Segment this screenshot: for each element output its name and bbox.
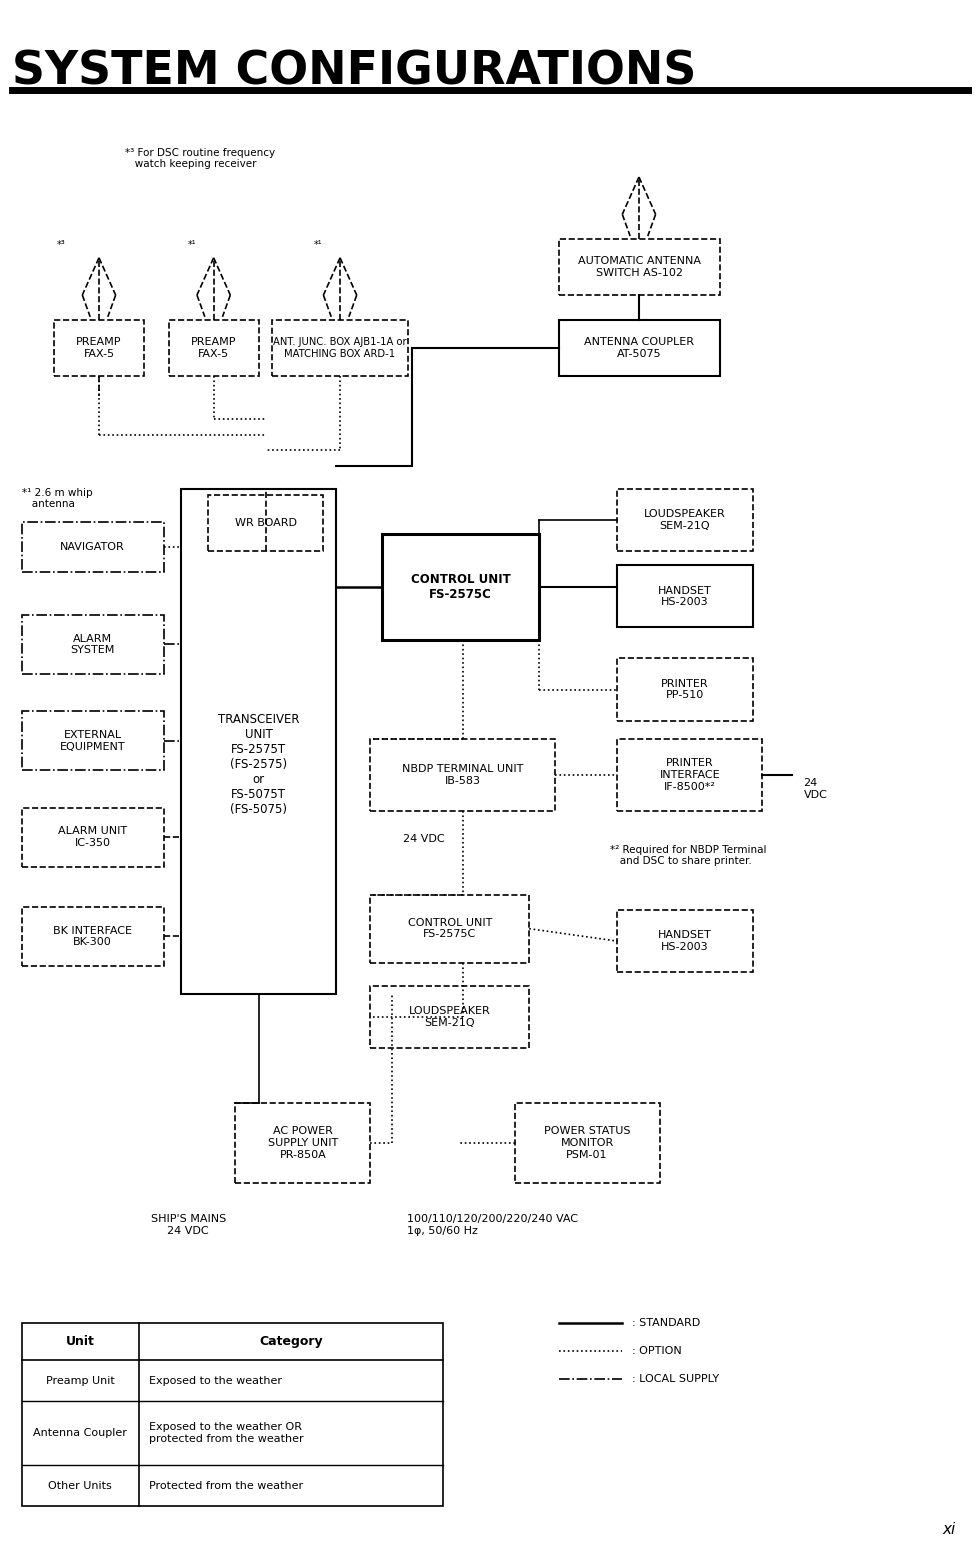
Bar (559, 239, 720, 295)
Bar (617, 658, 753, 721)
Text: WR BOARD: WR BOARD (234, 519, 297, 528)
Text: Exposed to the weather OR
protected from the weather: Exposed to the weather OR protected from… (149, 1423, 304, 1444)
Text: TRANSCEIVER
UNIT
FS-2575T
(FS-2575)
or
FS-5075T
(FS-5075): TRANSCEIVER UNIT FS-2575T (FS-2575) or F… (218, 713, 300, 815)
Bar (617, 910, 753, 972)
Bar (22, 808, 164, 867)
Text: *³: *³ (57, 241, 66, 250)
Text: Preamp Unit: Preamp Unit (46, 1376, 115, 1385)
Bar (617, 565, 753, 627)
Text: EXTERNAL
EQUIPMENT: EXTERNAL EQUIPMENT (60, 730, 125, 752)
Bar (370, 895, 529, 963)
Bar (22, 615, 164, 674)
Text: *² Required for NBDP Terminal
   and DSC to share printer.: *² Required for NBDP Terminal and DSC to… (610, 845, 766, 867)
Text: BK INTERFACE
BK-300: BK INTERFACE BK-300 (53, 926, 132, 947)
Text: Other Units: Other Units (48, 1480, 113, 1491)
Bar (169, 320, 259, 376)
Bar (514, 1103, 660, 1183)
Text: Exposed to the weather: Exposed to the weather (149, 1376, 282, 1385)
Text: CONTROL UNIT
FS-2575C: CONTROL UNIT FS-2575C (411, 573, 511, 601)
Text: PRINTER
PP-510: PRINTER PP-510 (662, 679, 709, 700)
Bar (272, 320, 408, 376)
Bar (382, 534, 539, 640)
Text: ALARM
SYSTEM: ALARM SYSTEM (71, 634, 115, 655)
Text: : OPTION: : OPTION (632, 1346, 682, 1356)
Bar (235, 1103, 370, 1183)
Text: AC POWER
SUPPLY UNIT
PR-850A: AC POWER SUPPLY UNIT PR-850A (268, 1126, 338, 1160)
Text: ANT. JUNC. BOX AJB1-1A or
MATCHING BOX ARD-1: ANT. JUNC. BOX AJB1-1A or MATCHING BOX A… (273, 337, 407, 359)
Bar (559, 320, 720, 376)
Text: *¹: *¹ (188, 241, 197, 250)
Text: Category: Category (260, 1336, 322, 1348)
Text: Antenna Coupler: Antenna Coupler (33, 1429, 127, 1438)
Text: AUTOMATIC ANTENNA
SWITCH AS-102: AUTOMATIC ANTENNA SWITCH AS-102 (578, 256, 701, 278)
Text: ALARM UNIT
IC-350: ALARM UNIT IC-350 (58, 826, 127, 848)
Text: PREAMP
FAX-5: PREAMP FAX-5 (76, 337, 122, 359)
Text: *³ For DSC routine frequency
   watch keeping receiver: *³ For DSC routine frequency watch keepi… (125, 148, 275, 169)
Text: 24 VDC: 24 VDC (403, 834, 444, 843)
Text: *¹: *¹ (314, 241, 322, 250)
Bar (22, 522, 164, 572)
Text: ANTENNA COUPLER
AT-5075: ANTENNA COUPLER AT-5075 (584, 337, 695, 359)
Text: Protected from the weather: Protected from the weather (149, 1480, 303, 1491)
Text: 24
VDC: 24 VDC (804, 778, 827, 800)
Bar (181, 489, 336, 994)
Text: *¹ 2.6 m whip
   antenna: *¹ 2.6 m whip antenna (22, 488, 92, 509)
Text: LOUDSPEAKER
SEM-21Q: LOUDSPEAKER SEM-21Q (644, 509, 726, 531)
Bar (617, 739, 762, 811)
Bar (370, 739, 555, 811)
Text: POWER STATUS
MONITOR
PSM-01: POWER STATUS MONITOR PSM-01 (544, 1126, 630, 1160)
Text: : LOCAL SUPPLY: : LOCAL SUPPLY (632, 1374, 719, 1384)
Bar (22, 907, 164, 966)
Bar (54, 320, 144, 376)
Text: PREAMP
FAX-5: PREAMP FAX-5 (191, 337, 236, 359)
Text: 100/110/120/200/220/240 VAC
1φ, 50/60 Hz: 100/110/120/200/220/240 VAC 1φ, 50/60 Hz (407, 1214, 577, 1236)
Text: : STANDARD: : STANDARD (632, 1318, 701, 1328)
Text: NAVIGATOR: NAVIGATOR (60, 542, 125, 551)
Bar (617, 489, 753, 551)
Bar (22, 1323, 443, 1506)
Text: HANDSET
HS-2003: HANDSET HS-2003 (659, 585, 711, 607)
Text: PRINTER
INTERFACE
IF-8500*²: PRINTER INTERFACE IF-8500*² (660, 758, 720, 792)
Bar (208, 495, 323, 551)
Bar (22, 711, 164, 770)
Text: SHIP'S MAINS
24 VDC: SHIP'S MAINS 24 VDC (151, 1214, 225, 1236)
Bar (370, 986, 529, 1048)
Text: Unit: Unit (66, 1336, 95, 1348)
Text: NBDP TERMINAL UNIT
IB-583: NBDP TERMINAL UNIT IB-583 (402, 764, 523, 786)
Text: LOUDSPEAKER
SEM-21Q: LOUDSPEAKER SEM-21Q (409, 1006, 491, 1028)
Text: HANDSET
HS-2003: HANDSET HS-2003 (659, 930, 711, 952)
Text: SYSTEM CONFIGURATIONS: SYSTEM CONFIGURATIONS (12, 50, 696, 95)
Text: CONTROL UNIT
FS-2575C: CONTROL UNIT FS-2575C (408, 918, 492, 940)
Text: xi: xi (942, 1522, 956, 1537)
